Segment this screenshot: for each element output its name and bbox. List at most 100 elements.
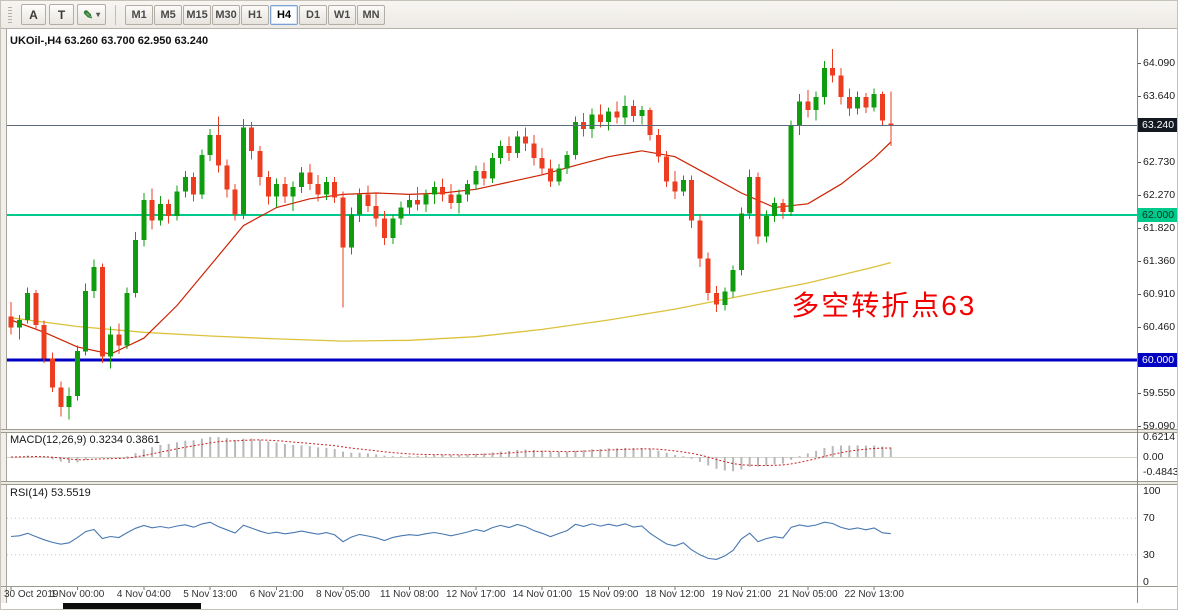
ma-red-line xyxy=(10,141,892,355)
candle xyxy=(481,171,487,179)
time-axis[interactable]: 30 Oct 2019 1 Nov 00:00 4 Nov 04:00 5 Nov 1… xyxy=(1,586,1137,603)
chart-canvas[interactable] xyxy=(1,29,1178,610)
candle xyxy=(763,216,769,237)
time-axis-label: 8 Nov 05:00 xyxy=(316,589,370,600)
candle xyxy=(182,177,188,192)
candle xyxy=(722,291,728,305)
panel-divider[interactable] xyxy=(1,481,1178,485)
candle xyxy=(539,158,545,169)
candle xyxy=(390,218,396,238)
candle xyxy=(25,293,31,320)
time-axis-label: 18 Nov 12:00 xyxy=(645,589,705,600)
candle xyxy=(863,97,869,108)
price-axis-label: 63.640 xyxy=(1143,90,1176,102)
timeframe-button-h4[interactable]: H4 xyxy=(270,4,299,25)
candle xyxy=(797,101,802,127)
text-tool-icon: T xyxy=(57,7,66,22)
chart-annotation-text[interactable]: 多空转折点63 xyxy=(791,290,977,322)
timeframe-button-m30[interactable]: M30 xyxy=(212,4,241,25)
candle xyxy=(16,320,22,328)
macd-axis-label: 0.6214 xyxy=(1143,431,1176,443)
candle xyxy=(697,220,703,259)
candle xyxy=(207,134,213,156)
candle xyxy=(664,156,670,182)
time-axis-label: 30 Oct 2019 xyxy=(4,589,59,600)
price-axis-label: 60.460 xyxy=(1143,321,1176,333)
drawing-tools-group: A T ✎ ▾ xyxy=(21,4,107,25)
candle xyxy=(680,179,686,192)
rsi-axis-label: 0 xyxy=(1143,576,1149,588)
candle xyxy=(606,111,612,122)
candle xyxy=(265,177,271,197)
candle xyxy=(8,316,14,328)
price-axis-label: 61.820 xyxy=(1143,222,1176,234)
candle xyxy=(838,75,844,98)
time-axis-label: 19 Nov 21:00 xyxy=(711,589,772,600)
rsi-line xyxy=(10,521,891,560)
candle xyxy=(572,121,578,156)
candle xyxy=(58,387,64,408)
rsi-axis-label: 70 xyxy=(1143,512,1155,524)
candle xyxy=(50,358,55,388)
candle xyxy=(514,136,520,153)
price-axis-label: 64.090 xyxy=(1143,57,1176,69)
candle xyxy=(249,127,255,151)
chart-area: UKOil-,H4 63.260 63.700 62.950 63.240 MA… xyxy=(1,29,1178,610)
candle xyxy=(523,136,529,144)
timeframe-button-d1[interactable]: D1 xyxy=(299,4,328,25)
candle xyxy=(846,97,852,109)
time-axis-label: 1 Nov 00:00 xyxy=(50,589,105,600)
price-badge-60.000: 60.000 xyxy=(1138,353,1177,367)
candle xyxy=(655,134,661,157)
timeframe-button-mn[interactable]: MN xyxy=(357,4,386,25)
panel-divider[interactable] xyxy=(1,429,1178,433)
candle xyxy=(689,179,695,221)
candle xyxy=(240,127,246,215)
toolbar-separator xyxy=(115,4,117,25)
candle xyxy=(340,197,346,248)
timeframe-button-m1[interactable]: M1 xyxy=(125,4,154,25)
candle xyxy=(423,194,429,205)
rsi-panel-title: RSI(14) 53.5519 xyxy=(10,487,91,499)
price-badge-63.240: 63.240 xyxy=(1138,118,1177,132)
candle xyxy=(564,155,570,169)
candle xyxy=(614,111,620,118)
candle xyxy=(672,181,678,192)
candle xyxy=(41,325,47,359)
candle xyxy=(755,177,761,237)
candle xyxy=(282,184,288,197)
toolbar-grip[interactable] xyxy=(8,6,12,23)
candle xyxy=(365,194,371,206)
candle xyxy=(290,187,296,197)
time-axis-label: 12 Nov 17:00 xyxy=(446,589,506,600)
candle xyxy=(813,97,819,111)
candle xyxy=(116,334,122,346)
price-axis-label: 62.270 xyxy=(1143,189,1176,201)
candle xyxy=(99,267,105,357)
candle xyxy=(473,171,479,185)
price-axis-label: 61.360 xyxy=(1143,255,1176,267)
price-badge-62.000: 62.000 xyxy=(1138,208,1177,222)
taskbar-fragment xyxy=(63,603,201,609)
timeframe-button-m5[interactable]: M5 xyxy=(154,4,183,25)
timeframe-button-m15[interactable]: M15 xyxy=(183,4,212,25)
candle xyxy=(166,203,172,217)
candle xyxy=(465,184,470,195)
candles-layer xyxy=(8,49,894,420)
candle xyxy=(174,191,180,217)
time-axis-label: 14 Nov 01:00 xyxy=(512,589,572,600)
timeframe-button-w1[interactable]: W1 xyxy=(328,4,357,25)
candle xyxy=(647,110,653,135)
macd-signal-line xyxy=(10,439,891,466)
timeframe-button-h1[interactable]: H1 xyxy=(241,4,270,25)
text-tool-button[interactable]: T xyxy=(49,4,74,25)
cursor-tool-button[interactable]: A xyxy=(21,4,46,25)
left-gutter xyxy=(1,29,6,603)
draw-tool-button[interactable]: ✎ ▾ xyxy=(77,4,107,25)
candle xyxy=(622,105,628,118)
candle xyxy=(531,143,537,159)
candle xyxy=(149,200,155,221)
candle xyxy=(448,194,454,204)
candle xyxy=(323,182,329,195)
price-axis[interactable]: 64.090 63.640 62.730 62.270 61.820 61.360 60.9… xyxy=(1137,29,1177,603)
